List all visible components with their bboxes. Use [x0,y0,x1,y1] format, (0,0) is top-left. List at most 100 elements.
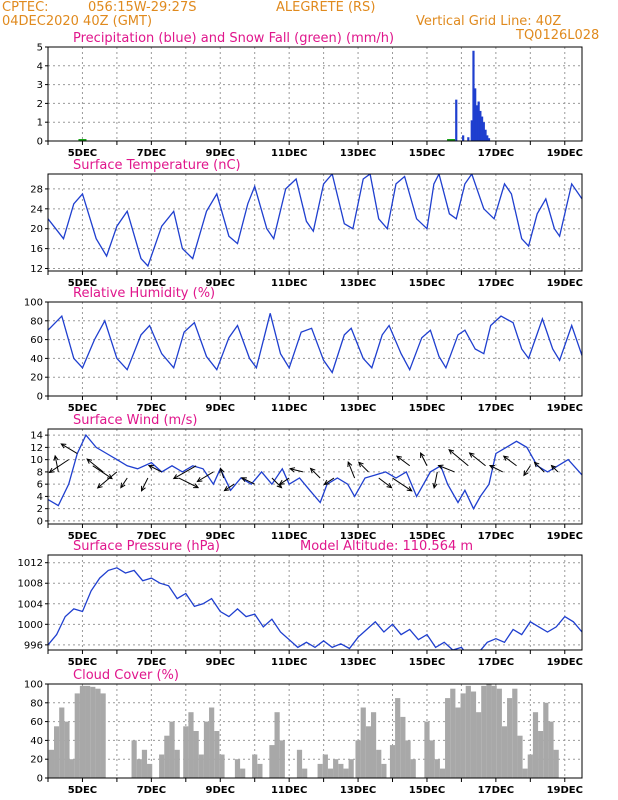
wind-arrowhead [172,474,179,480]
wind-arrowhead [437,464,444,470]
panel-frame [47,301,583,397]
cloud-bar [252,754,258,778]
wind-vector [49,459,69,473]
cloud-bar [164,735,170,778]
panel-subtitle: Model Altitude: 110.564 m [300,539,473,554]
wind-vector [347,461,356,479]
x-tick-label: 17DEC [478,403,514,414]
cloud-bar [450,688,456,778]
wind-arrowhead [86,458,93,464]
cloud-bar [496,688,502,778]
panel-precip: Precipitation (blue) and Snow Fall (gree… [37,31,583,159]
y-tick-label: 2 [37,504,43,515]
cloud-bar [90,686,96,778]
precip-bar [477,101,480,141]
x-tick-label: 15DEC [409,278,445,289]
cloud-bar [538,731,544,778]
cloud-bar [343,768,349,778]
wind-vector [438,465,455,473]
precip-bar [474,88,477,141]
cloud-bar [445,698,451,778]
x-tick-label: 5DEC [68,531,97,542]
panel-rh: Relative Humidity (%) 0 20 40 60 80 100 5DEC 7DE… [24,286,583,414]
y-tick-label: 60 [30,717,43,728]
cloud-bar [302,768,308,778]
cloud-bar [434,759,440,778]
wind-vector [324,477,335,485]
x-tick-label: 7DEC [137,148,166,159]
cloud-bar [257,763,263,778]
plot-area [78,50,491,141]
plot-area [48,313,582,374]
cloud-bar [376,749,382,778]
wind-vector [396,455,411,467]
x-tick-label: 11DEC [271,657,307,668]
y-tick-label: 100 [24,298,43,309]
cloud-bar [317,763,323,778]
wind-arrowhead [550,464,557,471]
x-tick-label: 9DEC [206,278,235,289]
wind-arrowhead [406,486,413,492]
wind-arrowhead [448,449,455,455]
wind-vector [420,452,428,466]
wind-vector [97,471,118,489]
x-tick-label: 5DEC [68,785,97,796]
x-tick-label: 5DEC [68,278,97,289]
panel-title: Cloud Cover (%) [73,668,179,683]
wind-arrowhead [289,467,296,473]
y-tick-label: 20 [30,755,43,766]
wind-arrowhead [488,464,495,470]
x-tick-label: 15DEC [409,785,445,796]
x-tick-label: 17DEC [478,785,514,796]
precip-bar [470,120,473,141]
panel-frame [47,46,583,142]
cloud-bar [470,691,477,778]
cloud-bar [85,685,91,778]
cloud-bar [131,740,137,778]
x-tick-label: 9DEC [206,403,235,414]
cloud-bar [79,685,86,778]
panel-frame [47,554,583,651]
wind-vector [503,455,517,467]
series-line [48,433,582,511]
x-tick-label: 9DEC [206,148,235,159]
wind-vector [523,465,531,476]
y-tick-label: 4 [37,492,43,503]
plot-area [48,684,559,778]
cloud-bar [69,759,75,778]
wind-vector [241,477,255,485]
cloud-bar [507,698,513,778]
cloud-bar [48,749,55,778]
cloud-bar [338,763,344,778]
wind-vector [489,465,503,473]
panel-title: Relative Humidity (%) [73,286,215,301]
cloud-bar [333,759,339,778]
cloud-bar [64,721,70,778]
wind-arrowhead [347,460,353,468]
cloud-bar [501,726,508,778]
plot-area [48,567,582,650]
y-tick-label: 1008 [18,579,43,590]
cloud-bar [193,731,199,778]
cloud-bar [209,707,215,778]
x-tick-label: 19DEC [547,785,583,796]
cloud-bar [348,759,354,778]
panel-frame [47,428,583,525]
x-tick-label: 15DEC [409,657,445,668]
wind-vector [433,471,438,489]
cloud-bar [410,759,416,778]
series-line [48,313,582,374]
precip-bar [482,122,485,141]
y-tick-label: 80 [30,316,43,327]
panel-title: Surface Temperature (nC) [73,158,241,173]
x-tick-label: 7DEC [137,531,166,542]
wind-vector [551,465,559,473]
wind-vector [224,483,235,491]
cloud-bar [95,688,101,778]
y-tick-label: 4 [37,61,43,72]
x-tick-label: 13DEC [340,278,376,289]
precip-bar [486,135,489,141]
y-tick-label: 8 [37,467,43,478]
y-tick-label: 1 [37,118,43,129]
x-tick-label: 5DEC [68,657,97,668]
